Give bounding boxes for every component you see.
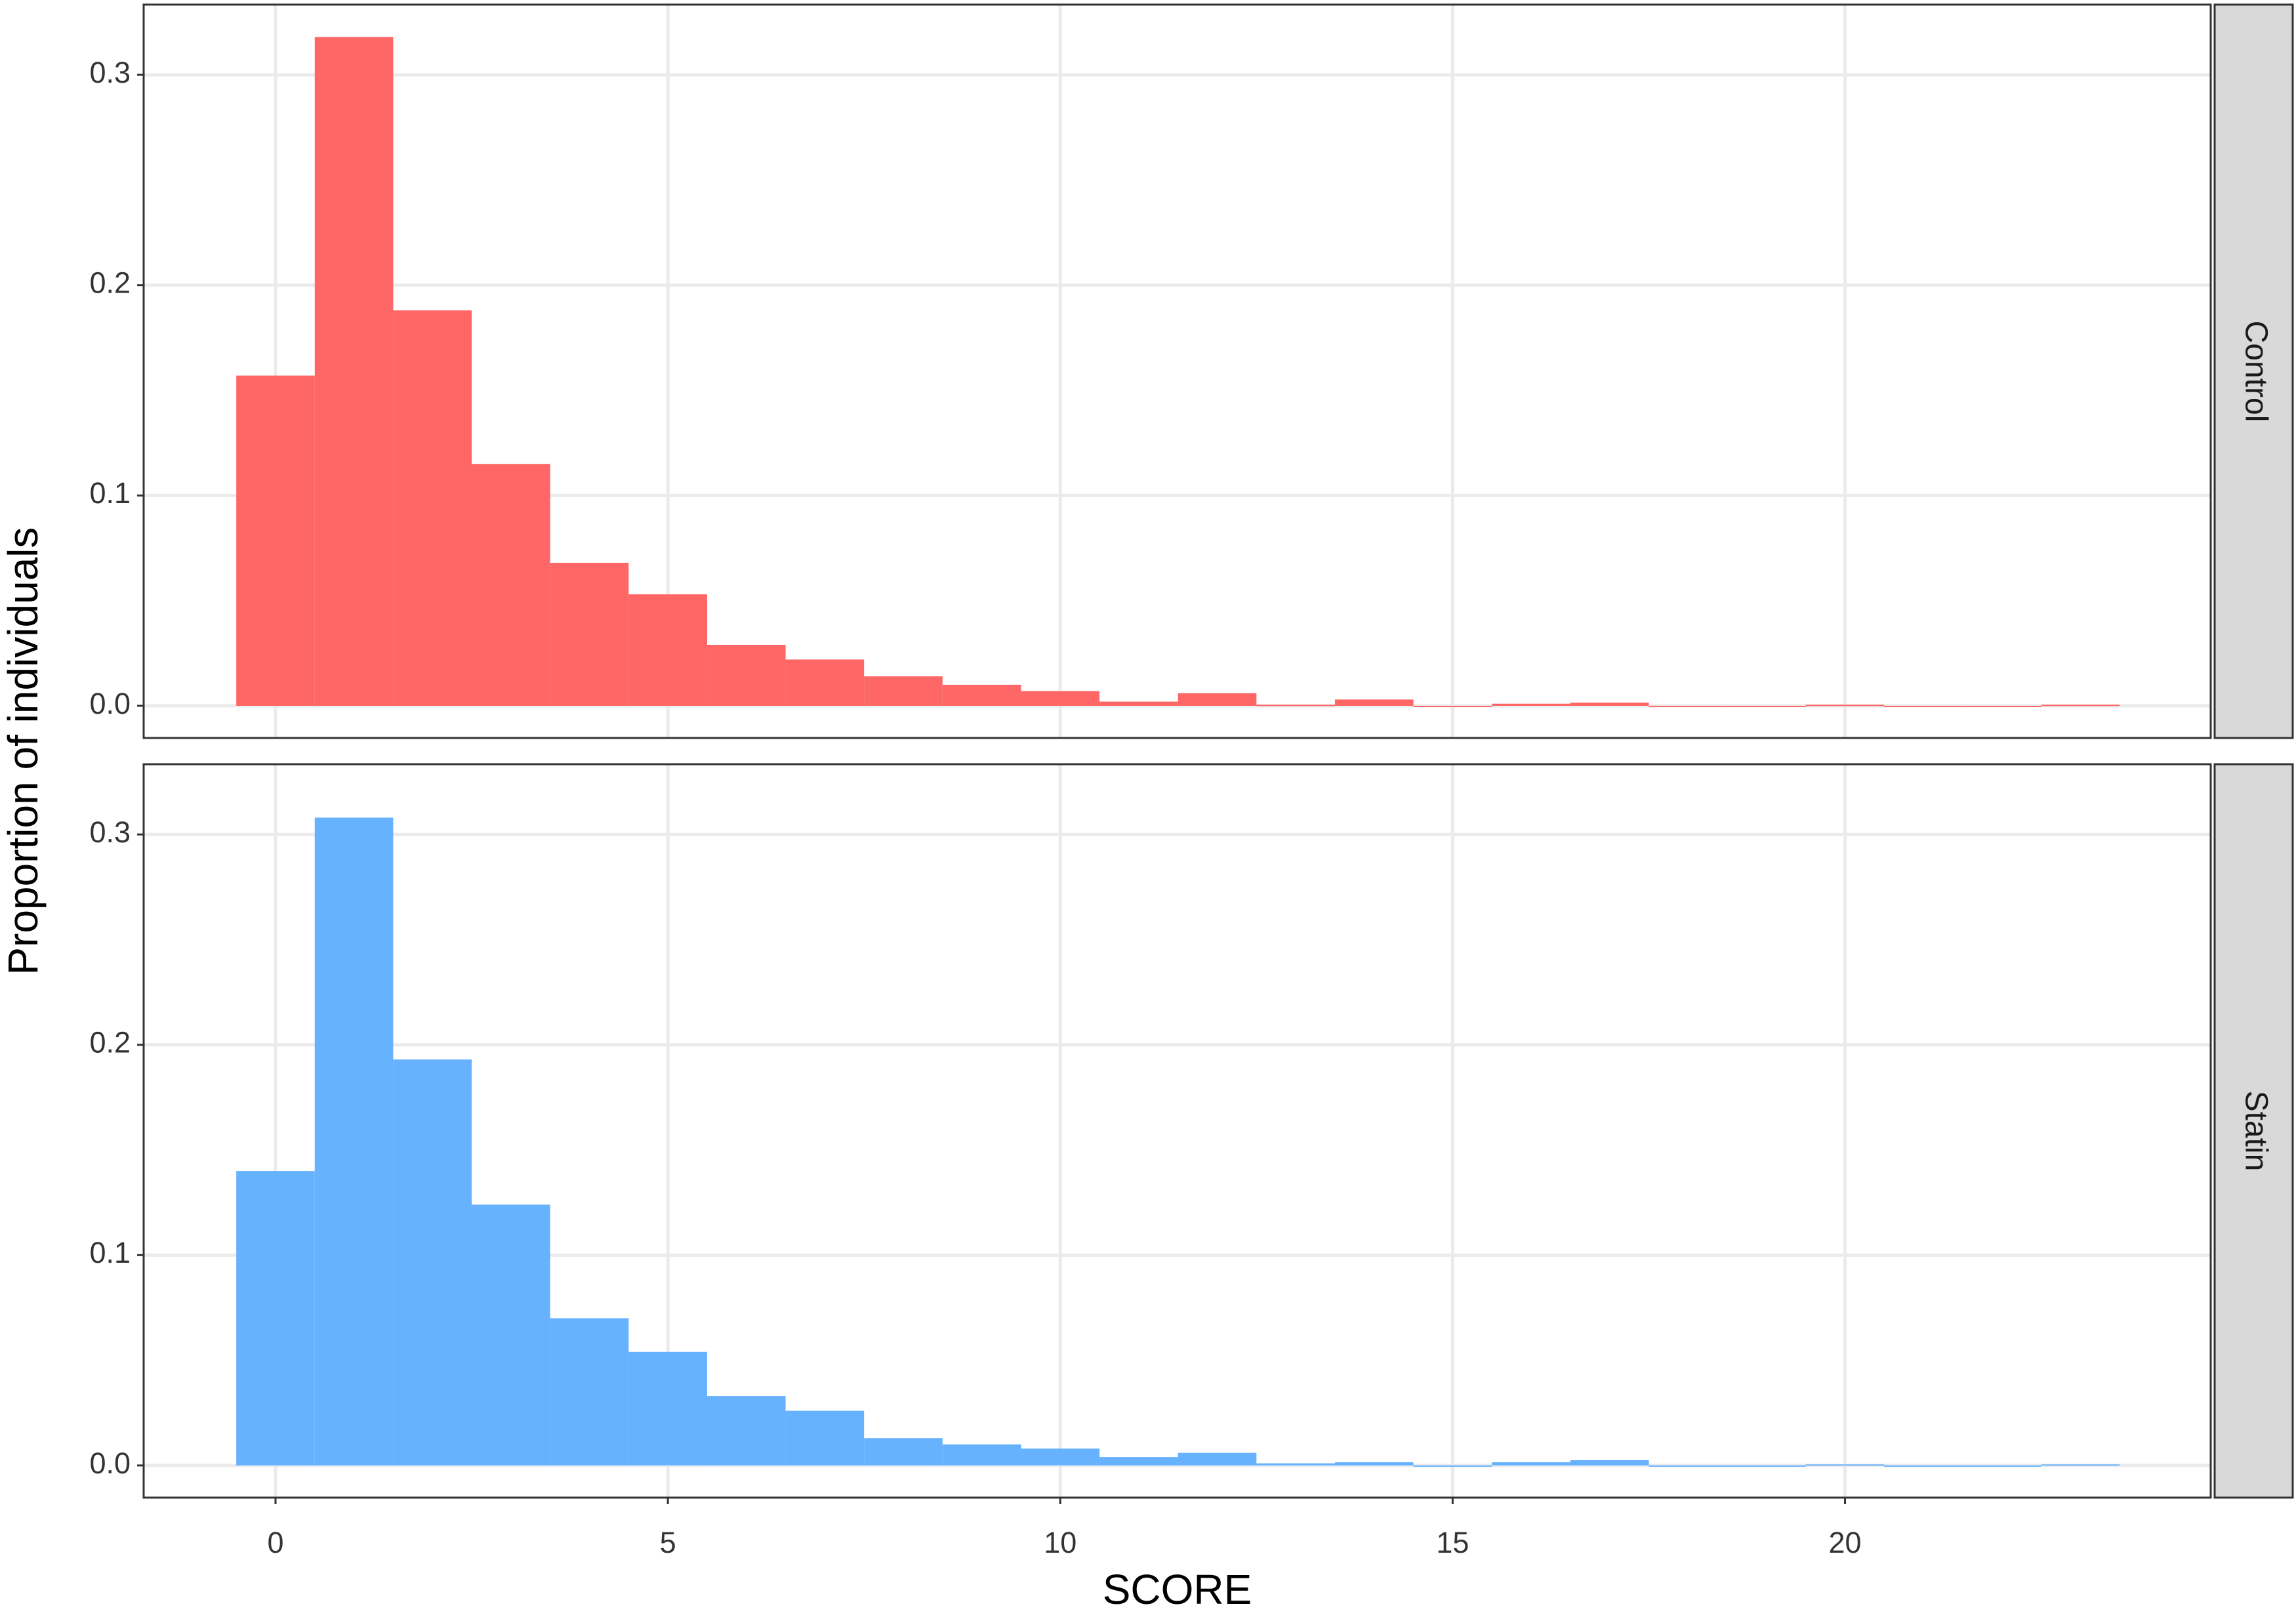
histogram-bar — [1884, 705, 1963, 707]
histogram-bar — [1805, 1464, 1885, 1466]
histogram-bar — [2041, 705, 2120, 706]
y-tick-label: 0.3 — [89, 815, 131, 849]
histogram-bar — [1099, 1457, 1178, 1465]
histogram-bar — [1256, 705, 1335, 706]
histogram-bar — [785, 1410, 865, 1465]
histogram-bar — [1649, 1465, 1728, 1467]
histogram-bar — [1570, 703, 1649, 706]
x-tick-label: 5 — [660, 1526, 676, 1559]
histogram-bar — [707, 644, 786, 706]
y-axis-title: Proportion of individuals — [0, 527, 47, 975]
histogram-bar — [1021, 691, 1100, 706]
histogram-bar — [1570, 1460, 1649, 1465]
x-tick-label: 15 — [1436, 1526, 1469, 1559]
y-tick-label: 0.2 — [89, 1026, 131, 1059]
histogram-bar — [2041, 1464, 2120, 1466]
x-tick-label: 10 — [1044, 1526, 1076, 1559]
histogram-bar — [1021, 1448, 1100, 1465]
histogram-bar — [393, 1059, 472, 1465]
histogram-bar — [1962, 1465, 2041, 1467]
panel-border — [142, 763, 2212, 1499]
histogram-bar — [550, 562, 629, 706]
histogram-bar — [1727, 705, 1806, 707]
histogram-bar — [942, 1444, 1021, 1465]
histogram-bar — [1962, 705, 2041, 707]
histogram-bar — [1413, 705, 1492, 707]
facet-label: Control — [2238, 321, 2273, 422]
histogram-bar — [1727, 1465, 1806, 1467]
histogram-bar — [864, 1438, 943, 1465]
x-tick-label: 20 — [1829, 1526, 1862, 1559]
histogram-bar — [1492, 703, 1570, 706]
histogram-bar — [472, 464, 550, 706]
facet-label: Statin — [2238, 1091, 2273, 1172]
histogram-bar — [1649, 705, 1728, 707]
histogram-bar — [550, 1318, 629, 1465]
histogram-bar — [1413, 1465, 1492, 1467]
histogram-bar — [942, 684, 1021, 706]
histogram-bar — [628, 594, 707, 706]
x-tick-label: 0 — [267, 1526, 283, 1559]
histogram-bar — [472, 1204, 550, 1465]
facet-strip — [2213, 3, 2294, 739]
histogram-bar — [628, 1351, 707, 1465]
histogram-bar — [1884, 1465, 1963, 1467]
histogram-bar — [236, 1171, 315, 1465]
histogram-bar — [393, 310, 472, 706]
histogram-bar — [314, 817, 394, 1465]
histogram-bar — [785, 659, 865, 706]
histogram-bar — [864, 676, 943, 706]
y-tick-label: 0.1 — [89, 476, 131, 510]
histogram-bar — [1256, 1463, 1335, 1465]
y-tick-label: 0.1 — [89, 1236, 131, 1269]
histogram-bar — [1334, 699, 1414, 706]
y-tick-label: 0.0 — [89, 687, 131, 720]
histogram-bar — [1178, 693, 1257, 706]
histogram-bar — [1805, 705, 1885, 706]
y-tick-label: 0.2 — [89, 266, 131, 300]
y-tick-label: 0.3 — [89, 56, 131, 89]
panel-border — [142, 3, 2212, 739]
histogram-bar — [707, 1396, 786, 1465]
histogram-bar — [1334, 1462, 1414, 1465]
y-tick-label: 0.0 — [89, 1446, 131, 1480]
histogram-bar — [236, 375, 315, 706]
x-axis-title: SCORE — [1103, 1566, 1252, 1613]
facet-strip — [2213, 763, 2294, 1499]
histogram-bar — [1178, 1452, 1257, 1465]
histogram-bar — [1099, 701, 1178, 706]
histogram-bar — [1492, 1462, 1570, 1465]
histogram-bar — [314, 37, 394, 706]
